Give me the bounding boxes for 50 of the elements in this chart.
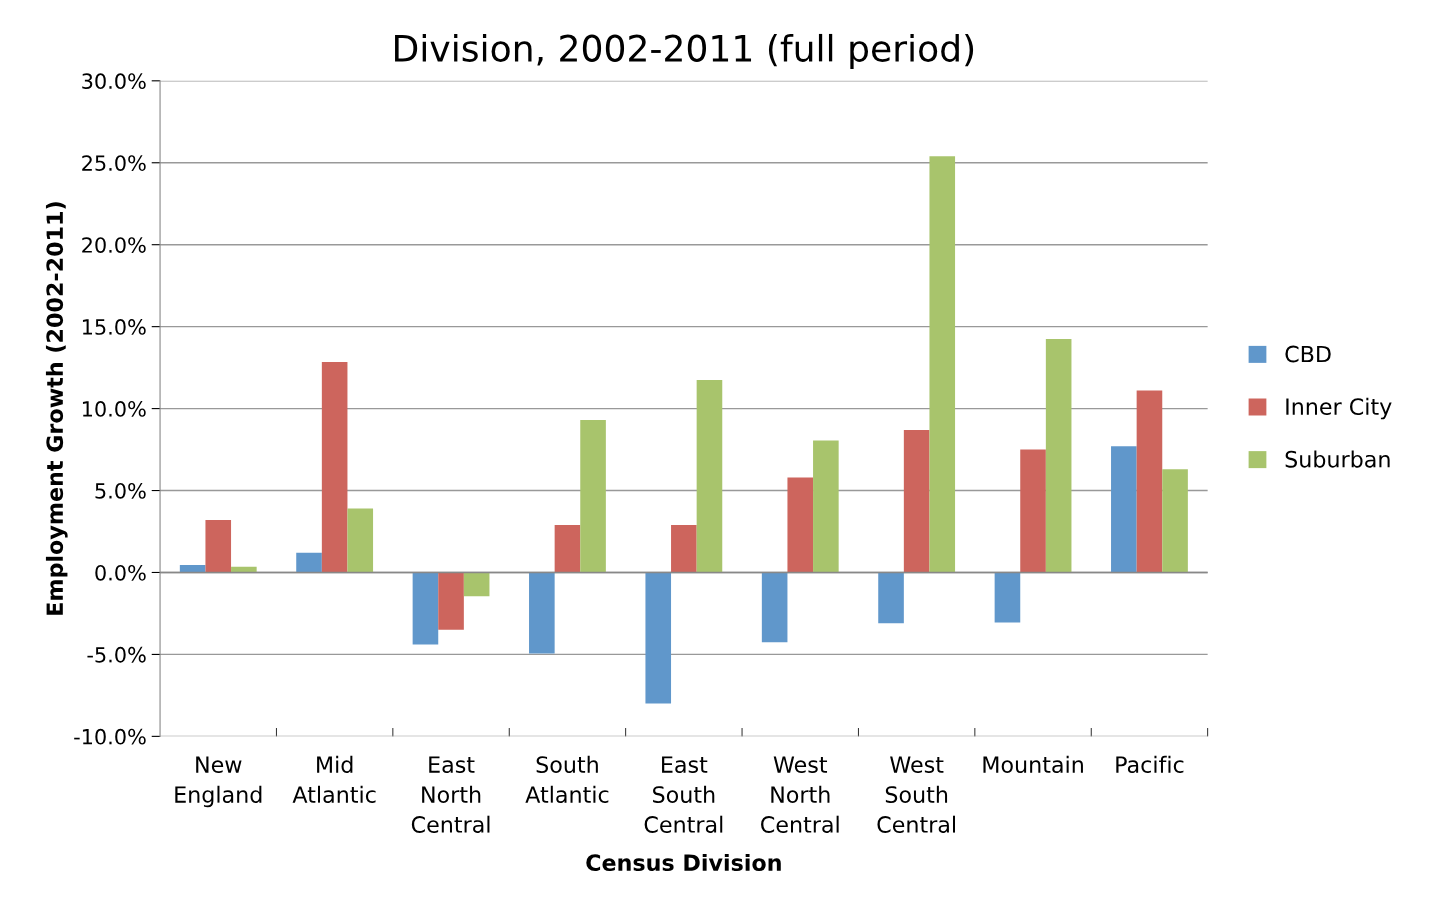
bar [1111, 446, 1137, 573]
bar [1020, 449, 1046, 573]
bar [296, 552, 322, 573]
bar [1136, 390, 1163, 573]
bar [813, 440, 839, 573]
bar [529, 572, 555, 654]
y-tick-label: -5.0% [87, 646, 146, 663]
y-tick-label: 30.0% [82, 73, 146, 90]
bar [1162, 469, 1188, 573]
legend-label: Suburban [1285, 450, 1390, 468]
y-tick-label: 15.0% [82, 319, 146, 335]
y-tick-label: 5.0% [95, 482, 146, 499]
bar [878, 572, 904, 624]
y-tick-label: 25.0% [82, 155, 146, 171]
bar [994, 572, 1021, 623]
y-tick-label: 20.0% [82, 237, 146, 253]
bar [412, 572, 439, 645]
bar [696, 379, 723, 573]
bar [321, 361, 348, 573]
bar [903, 429, 930, 573]
bar [205, 520, 232, 573]
x-tick-label: Mid Atlantic [292, 755, 376, 803]
y-axis-title: Employment Growth (2002-2011) [45, 202, 68, 615]
bar [671, 524, 697, 573]
bar [580, 420, 606, 573]
bar [179, 565, 206, 573]
bar [554, 524, 581, 573]
bar [761, 572, 788, 643]
bar [463, 572, 490, 597]
chart-title: Division, 2002-2011 (full period) [395, 33, 974, 69]
bar [347, 508, 374, 573]
y-tick-label: -10.0% [74, 728, 146, 745]
y-tick-label: 10.0% [82, 401, 146, 417]
bar [929, 156, 956, 573]
bar [645, 572, 672, 704]
x-tick-label: Mountain [983, 755, 1083, 774]
bar [1045, 338, 1072, 573]
y-tick-label: 0.0% [95, 564, 146, 581]
x-tick-label: East South Central [644, 756, 723, 833]
x-tick-label: New England [175, 756, 262, 808]
bar [787, 477, 814, 573]
x-tick-label: West North Central [761, 756, 839, 833]
legend-label: Inner City [1286, 397, 1392, 420]
x-axis-title: Census Division [586, 853, 781, 872]
x-tick-label: South Atlantic [525, 755, 609, 803]
x-tick-label: Pacific [1116, 755, 1184, 774]
legend-label: CBD [1285, 345, 1331, 363]
bar [438, 572, 464, 630]
x-tick-label: West South Central [877, 756, 956, 833]
x-tick-label: East North Central [411, 756, 490, 833]
